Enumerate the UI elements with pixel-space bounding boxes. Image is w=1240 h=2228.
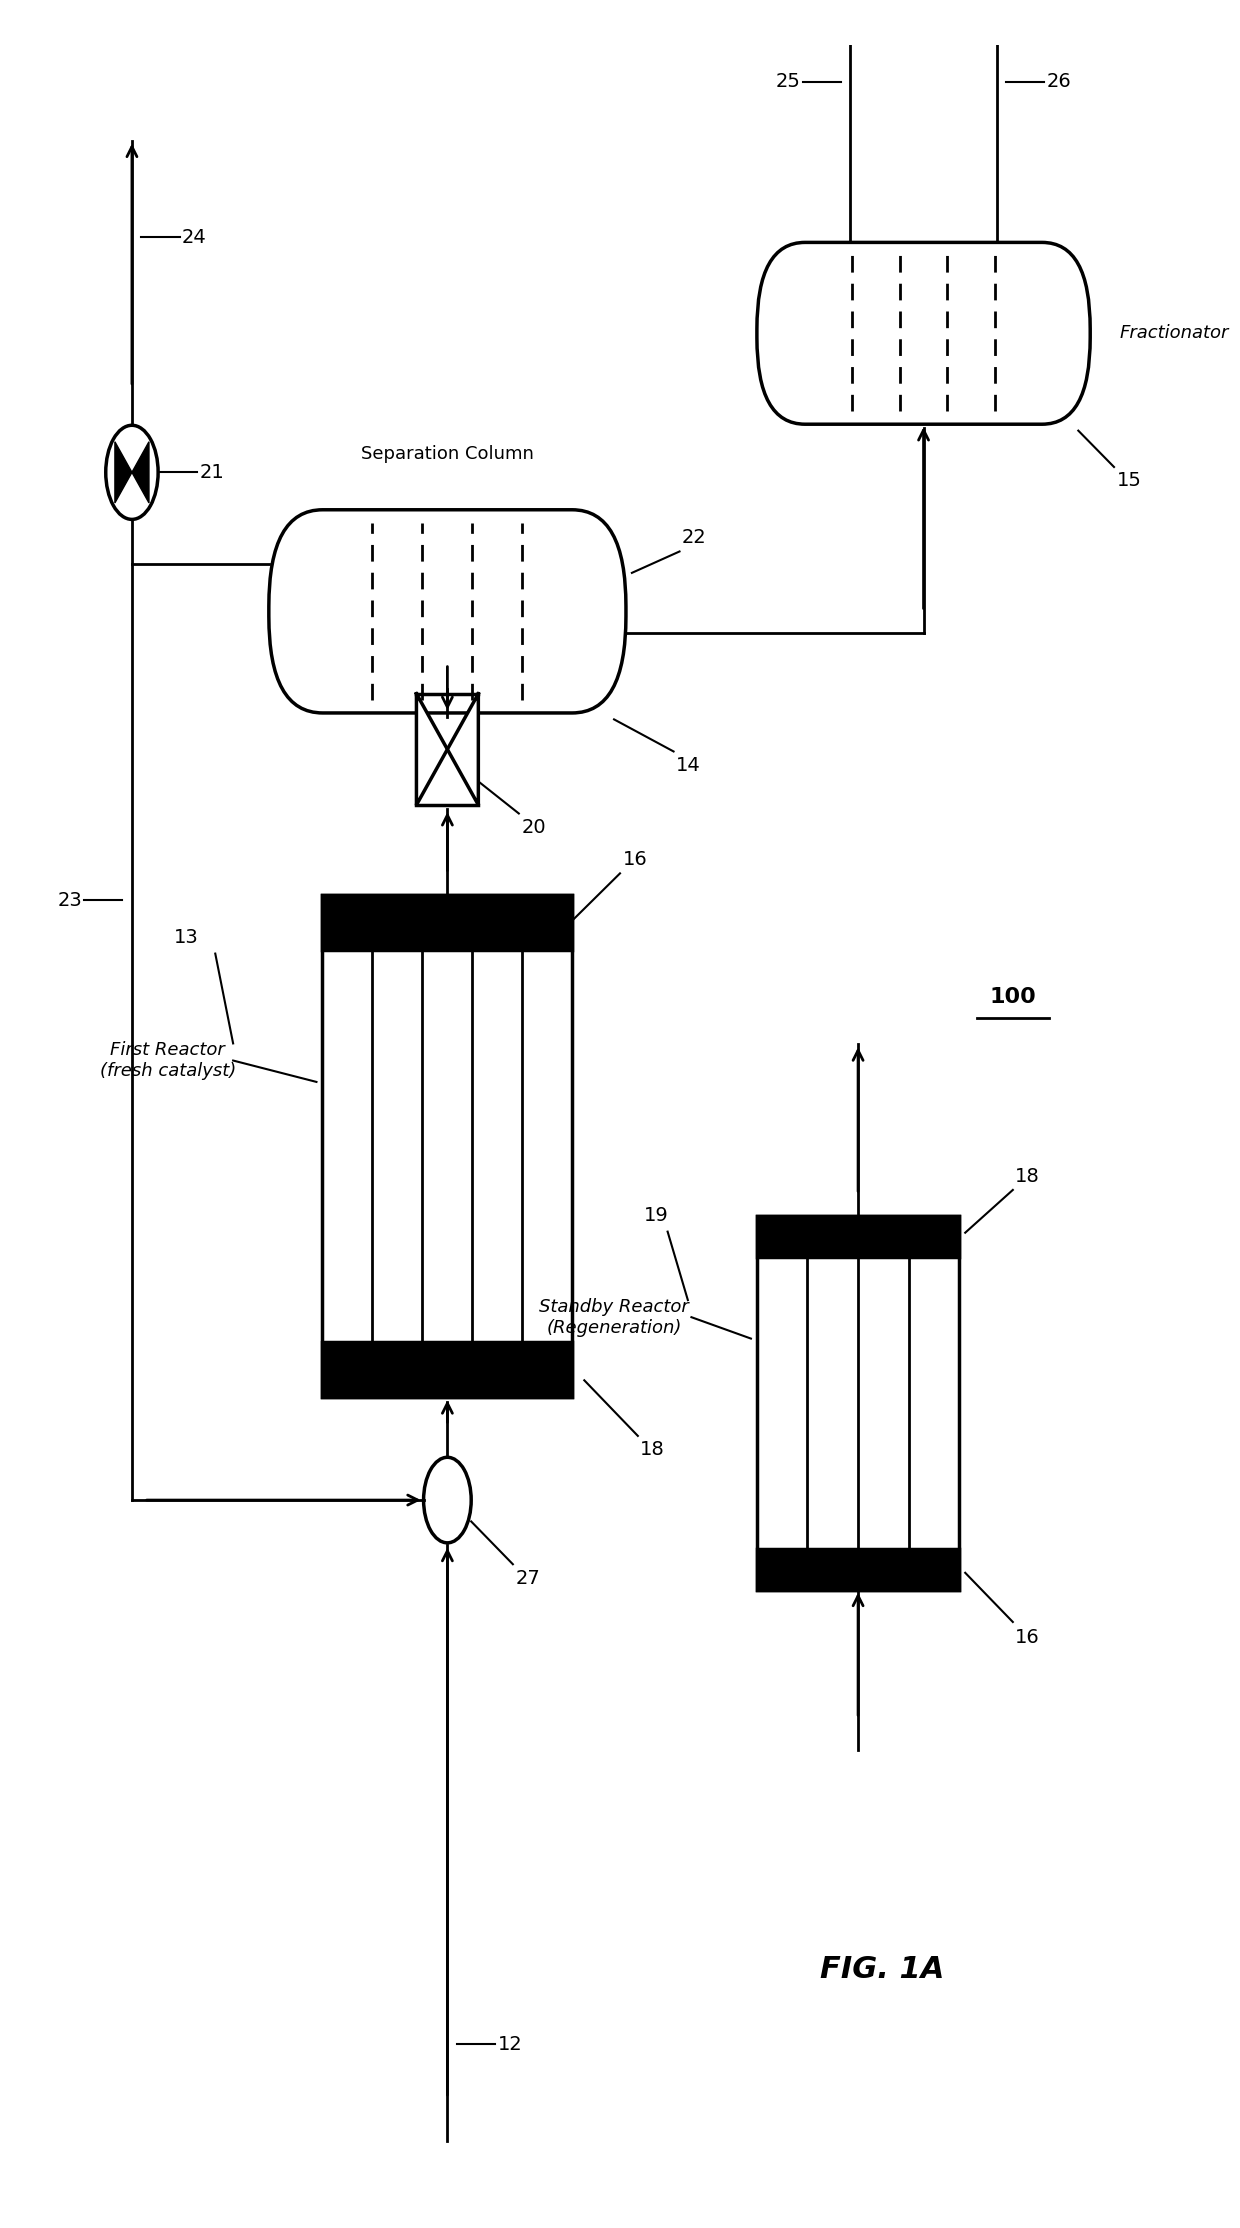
Polygon shape — [417, 693, 448, 804]
Bar — [756, 1216, 960, 1257]
Text: First Reactor
(fresh catalyst): First Reactor (fresh catalyst) — [99, 1040, 236, 1081]
Text: Separation Column: Separation Column — [361, 446, 534, 463]
Bar — [322, 1341, 573, 1397]
Bar — [322, 896, 573, 949]
Text: 14: 14 — [676, 755, 701, 775]
Text: 26: 26 — [1047, 74, 1071, 91]
Text: 19: 19 — [644, 1205, 668, 1225]
Text: 15: 15 — [1116, 472, 1141, 490]
Text: 13: 13 — [174, 927, 198, 947]
Text: 18: 18 — [640, 1439, 665, 1459]
Text: 16: 16 — [1016, 1629, 1040, 1646]
Text: Standby Reactor
(Regeneration): Standby Reactor (Regeneration) — [539, 1297, 689, 1337]
Bar — [322, 896, 573, 1397]
Text: Fractionator: Fractionator — [1120, 325, 1229, 343]
Polygon shape — [131, 441, 149, 504]
Text: 21: 21 — [200, 463, 224, 481]
Bar — [756, 1216, 960, 1591]
Bar — [756, 1548, 960, 1591]
Text: 24: 24 — [182, 227, 207, 247]
Text: 20: 20 — [521, 818, 546, 838]
Text: 18: 18 — [1016, 1167, 1040, 1185]
Text: 25: 25 — [775, 74, 800, 91]
Text: FIG. 1A: FIG. 1A — [820, 1954, 944, 1985]
Circle shape — [105, 426, 159, 519]
Polygon shape — [448, 693, 479, 804]
Text: 27: 27 — [516, 1569, 539, 1589]
Text: 23: 23 — [57, 891, 82, 909]
Text: 100: 100 — [990, 987, 1037, 1007]
Text: 12: 12 — [497, 2034, 522, 2054]
Text: 16: 16 — [622, 851, 647, 869]
Polygon shape — [115, 441, 131, 504]
Text: 22: 22 — [682, 528, 707, 548]
